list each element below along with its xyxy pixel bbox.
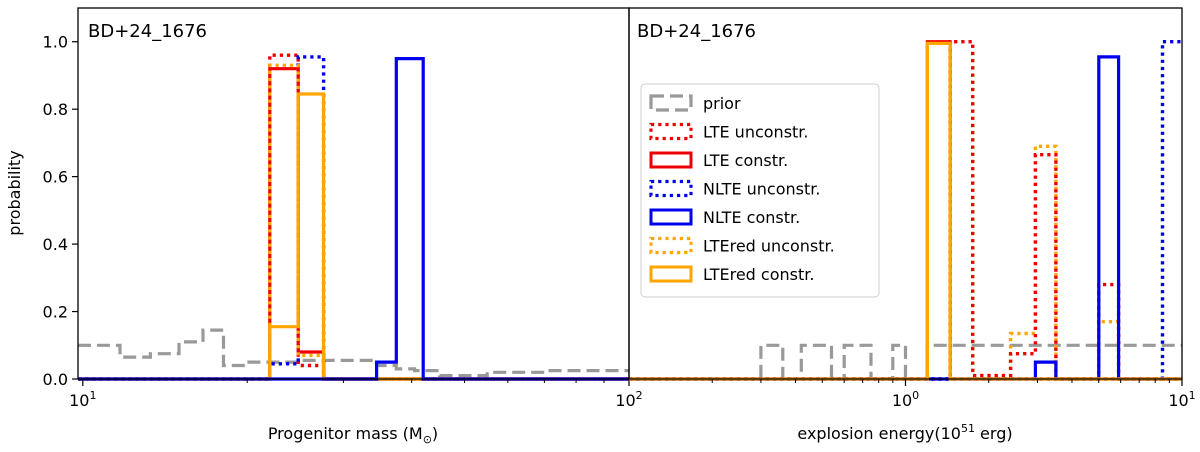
y-tick-label: 0.0 (43, 370, 68, 389)
legend-handle-ltered-constr (649, 265, 693, 283)
legend-handle-lte-unconstr (649, 122, 693, 141)
legend-label: prior (703, 94, 741, 113)
left-series-group (78, 53, 629, 381)
right-x-tick-label: 100 (892, 389, 919, 410)
left-series-prior (78, 328, 629, 378)
legend-handle-prior (649, 94, 693, 112)
legend-label: NLTE unconstr. (703, 180, 820, 199)
left-x-tick-label: 101 (69, 389, 96, 410)
legend-entry-nlte-constr: NLTE constr. (649, 208, 800, 227)
legend-handle-nlte-constr (649, 208, 693, 226)
left-y-ticks: 0.0 0.2 0.4 0.6 0.8 1.0 (43, 33, 78, 389)
legend-label: LTE constr. (703, 151, 788, 170)
right-x-ticks: 100 101 (711, 379, 1196, 410)
right-x-tick-label: 101 (1168, 389, 1195, 410)
legend-entry-ltered-constr: LTEred constr. (649, 265, 814, 284)
legend-handle-nlte-unconstr (649, 179, 693, 198)
right-series-lte-unconstr (629, 40, 1182, 381)
legend-entry-ltered-unconstr: LTEred unconstr. (649, 236, 835, 256)
legend: prior LTE unconstr. LTE constr. NLTE uncons… (640, 83, 880, 298)
left-series-ltered-constr (78, 92, 629, 381)
legend-label: LTEred constr. (703, 265, 814, 284)
legend-entry-lte-unconstr: LTE unconstr. (649, 122, 809, 142)
y-tick-label: 1.0 (43, 33, 68, 52)
left-panel: 101 102 0.0 0.2 0.4 0.6 0.8 1.0 BD+24_1676 pro… (5, 7, 643, 446)
left-x-tick-label: 102 (615, 389, 642, 410)
legend-entry-prior: prior (649, 94, 741, 113)
y-tick-label: 0.6 (43, 168, 68, 187)
left-axes-frame (77, 7, 630, 380)
y-tick-label: 0.8 (43, 100, 68, 119)
legend-box (640, 83, 880, 298)
left-star-label: BD+24_1676 (88, 21, 207, 42)
left-x-ticks: 101 102 (69, 379, 643, 410)
legend-handle-lte-constr (649, 151, 693, 169)
left-series-nlte-constr (78, 57, 629, 381)
left-series-lte-constr (78, 67, 629, 381)
right-star-label: BD+24_1676 (637, 21, 756, 42)
legend-label: NLTE constr. (703, 208, 800, 227)
legend-label: LTEred unconstr. (703, 237, 835, 256)
y-tick-label: 0.4 (43, 235, 68, 254)
right-panel: 100 101 BD+24_1676 explosion energy(1051 … (628, 7, 1196, 443)
y-tick-label: 0.2 (43, 303, 68, 322)
left-x-axis-label: Progenitor mass (M⊙) (268, 424, 438, 446)
legend-handle-ltered-unconstr (649, 236, 693, 255)
left-series-ltered-unconstr (78, 63, 629, 381)
legend-entry-nlte-unconstr: NLTE unconstr. (649, 179, 820, 199)
left-series-nlte-unconstr (78, 55, 629, 381)
left-series-lte-unconstr (78, 53, 629, 381)
right-x-axis-label: explosion energy(1051 erg) (797, 422, 1012, 443)
legend-label: LTE unconstr. (703, 123, 809, 142)
y-axis-label: probability (5, 150, 24, 235)
legend-entry-lte-constr: LTE constr. (649, 151, 788, 170)
